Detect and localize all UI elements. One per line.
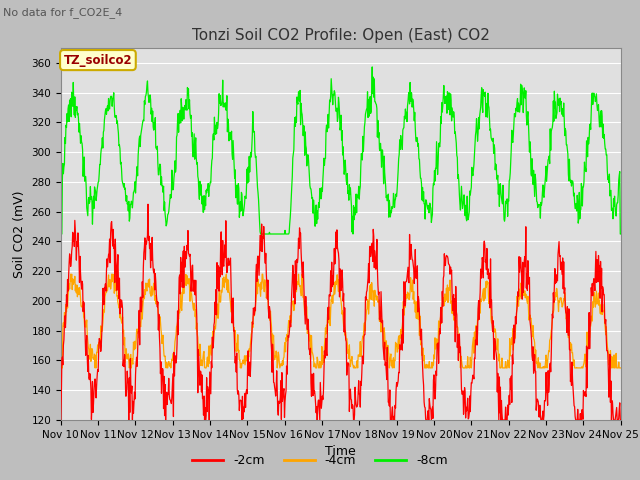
X-axis label: Time: Time	[325, 445, 356, 458]
Y-axis label: Soil CO2 (mV): Soil CO2 (mV)	[13, 190, 26, 278]
Text: TZ_soilco2: TZ_soilco2	[63, 54, 132, 67]
Title: Tonzi Soil CO2 Profile: Open (East) CO2: Tonzi Soil CO2 Profile: Open (East) CO2	[192, 28, 490, 43]
Text: No data for f_CO2E_4: No data for f_CO2E_4	[3, 7, 122, 18]
Legend: -2cm, -4cm, -8cm: -2cm, -4cm, -8cm	[187, 449, 453, 472]
